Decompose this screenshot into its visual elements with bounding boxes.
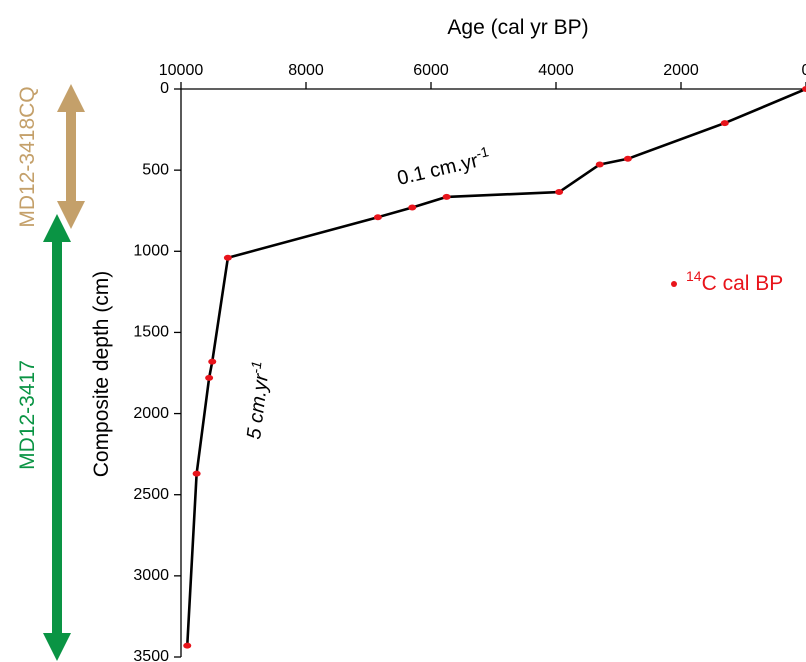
annotation-rate-lower-base: 5 cm.yr [243, 372, 273, 441]
date-point-8 [223, 254, 232, 261]
date-point-6 [408, 204, 417, 211]
x-tick-label-4: 2000 [663, 62, 699, 79]
x-tick-label-5: 0 [802, 62, 806, 79]
y-tick-label-2: 1000 [133, 243, 169, 260]
annotation-rate-upper: 0.1 cm.yr-1 [394, 143, 492, 190]
annotation-rate-upper-sup: -1 [474, 143, 490, 161]
y-tick-label-6: 3000 [133, 567, 169, 584]
date-point-7 [373, 214, 382, 221]
core-lower-arrow-top [43, 214, 71, 242]
legend-label-super: 14 [686, 268, 702, 284]
legend-marker [671, 281, 677, 287]
core-upper-arrow-bottom [57, 201, 85, 229]
y-tick-label-5: 2500 [133, 486, 169, 503]
x-tick-label-0: 10000 [159, 62, 204, 79]
core-lower-arrow-bottom [43, 633, 71, 661]
date-point-5 [442, 193, 451, 200]
date-points [183, 86, 806, 649]
annotation-rate-lower: 5 cm.yr-1 [239, 360, 274, 441]
y-tick-label-1: 500 [142, 161, 169, 178]
core-upper: MD12-3418CQ [16, 84, 85, 229]
y-tick-label-0: 0 [160, 80, 169, 97]
core-lower-label: MD12-3417 [16, 360, 39, 470]
date-point-2 [623, 155, 632, 162]
y-tick-label-7: 3500 [133, 648, 169, 662]
date-point-1 [720, 120, 729, 127]
x-ticks: 10000 8000 6000 4000 2000 0 [159, 62, 806, 89]
date-point-0 [802, 86, 806, 92]
legend-label: 14C cal BP [686, 268, 783, 295]
date-point-3 [595, 161, 604, 168]
annotation-rate-upper-base: 0.1 cm.yr [395, 150, 480, 190]
core-lower: MD12-3417 [16, 214, 71, 661]
date-point-10 [205, 374, 214, 381]
y-tick-label-4: 2000 [133, 405, 169, 422]
date-point-12 [183, 642, 192, 649]
y-tick-label-3: 1500 [133, 324, 169, 341]
date-point-4 [555, 189, 564, 196]
x-tick-label-3: 4000 [538, 62, 574, 79]
y-ticks: 0 500 1000 1500 2000 2500 3000 3500 [133, 80, 181, 662]
date-point-11 [192, 470, 201, 477]
x-tick-label-1: 8000 [288, 62, 324, 79]
annotation-rate-lower-sup: -1 [247, 360, 264, 374]
core-upper-arrow-top [57, 84, 85, 112]
x-axis-label: Age (cal yr BP) [447, 16, 588, 39]
legend: 14C cal BP [671, 268, 783, 295]
x-tick-label-2: 6000 [413, 62, 449, 79]
date-point-9 [208, 358, 217, 365]
core-upper-label: MD12-3418CQ [16, 86, 39, 227]
age-model-line [185, 87, 806, 646]
legend-label-rest: C cal BP [702, 272, 784, 295]
y-axis-label: Composite depth (cm) [90, 271, 113, 478]
